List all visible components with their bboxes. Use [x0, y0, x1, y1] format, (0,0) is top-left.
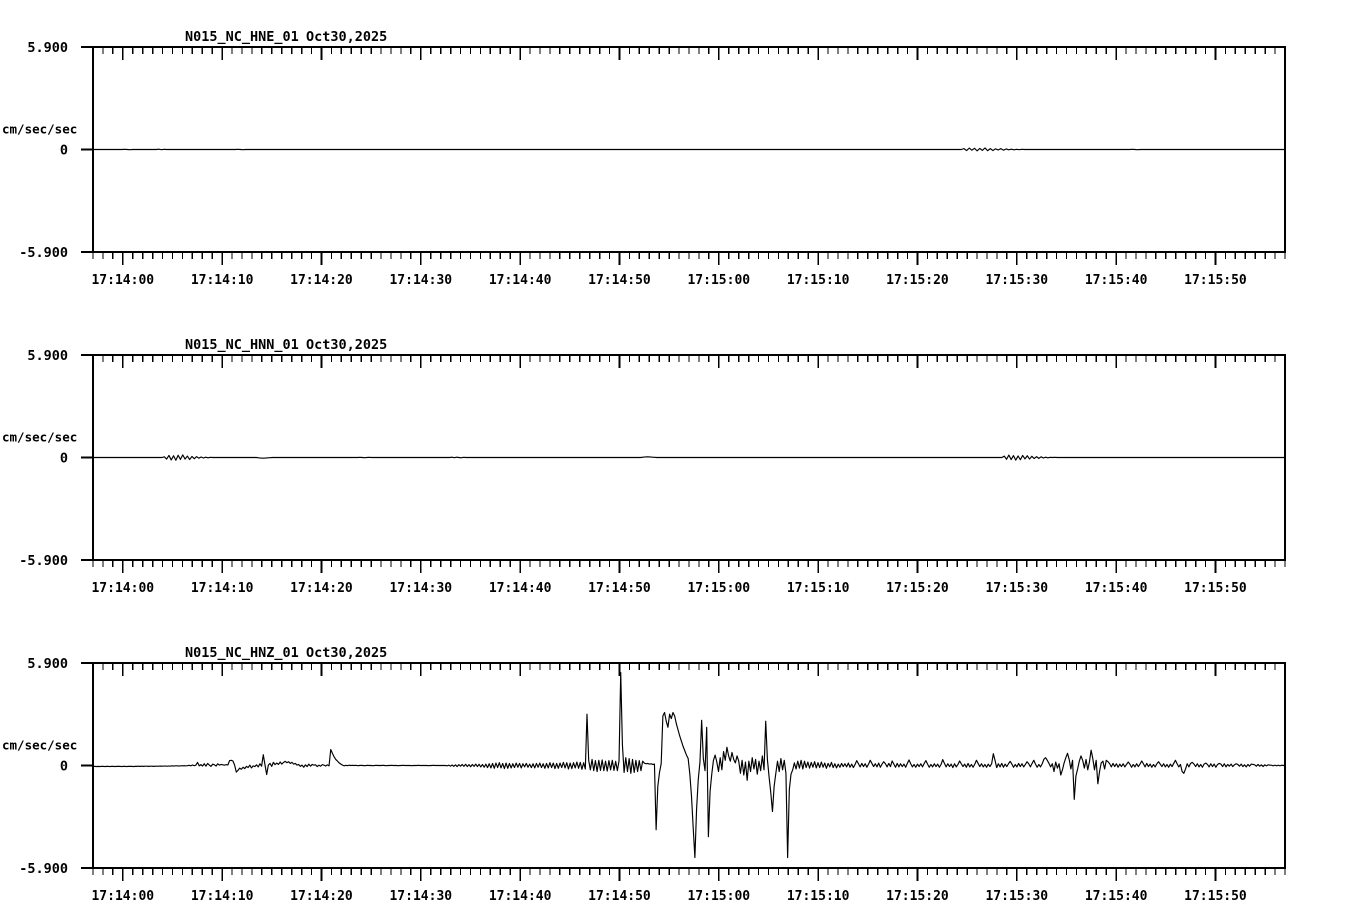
x-axis-ticks [92, 663, 1286, 881]
x-tick-label: 17:14:30 [389, 273, 452, 288]
y-axis-max-label: 5.900 [27, 656, 68, 672]
x-tick-label: 17:14:20 [290, 889, 353, 904]
x-tick-label: 17:15:20 [886, 889, 949, 904]
panel-title-station: N015_NC_HNN_01 [185, 337, 299, 353]
x-tick-label: 17:15:40 [1085, 581, 1148, 596]
y-axis-zero-label: 0 [60, 143, 68, 159]
x-tick-label: 17:14:10 [191, 889, 254, 904]
y-axis-unit-label: cm/sec/sec [2, 430, 77, 445]
x-tick-label: 17:15:20 [886, 273, 949, 288]
y-axis-min-label: -5.900 [19, 861, 68, 877]
x-axis-ticks [92, 355, 1286, 573]
x-tick-label: 17:15:50 [1184, 273, 1247, 288]
x-axis-ticks [92, 47, 1286, 265]
panel-title-station: N015_NC_HNZ_01 [185, 645, 299, 661]
x-tick-label: 17:15:10 [787, 889, 850, 904]
x-tick-label: 17:15:00 [687, 581, 750, 596]
y-axis-max-label: 5.900 [27, 348, 68, 364]
x-tick-label: 17:15:40 [1085, 889, 1148, 904]
x-tick-label: 17:14:50 [588, 889, 651, 904]
panel-title-date: Oct30,2025 [306, 29, 387, 45]
waveform-trace-hnn [92, 454, 1286, 461]
x-tick-label: 17:14:00 [91, 581, 154, 596]
seismogram-panel-hne: N015_NC_HNE_01 Oct30,2025 5.900 0 -5.900 cm/s… [0, 27, 1358, 297]
x-tick-label: 17:15:30 [985, 581, 1048, 596]
x-tick-label: 17:15:20 [886, 581, 949, 596]
y-axis-min-label: -5.900 [19, 553, 68, 569]
y-axis-ticks [81, 662, 93, 869]
x-tick-label: 17:14:00 [91, 273, 154, 288]
x-tick-label: 17:15:10 [787, 581, 850, 596]
x-tick-label: 17:15:50 [1184, 581, 1247, 596]
x-tick-label: 17:14:30 [389, 581, 452, 596]
x-tick-label: 17:14:50 [588, 581, 651, 596]
y-axis-unit-label: cm/sec/sec [2, 738, 77, 753]
x-tick-label: 17:14:20 [290, 273, 353, 288]
y-axis-ticks [81, 46, 93, 253]
x-tick-label: 17:15:50 [1184, 889, 1247, 904]
y-axis-zero-label: 0 [60, 759, 68, 775]
seismogram-panel-hnz: N015_NC_HNZ_01 Oct30,2025 5.900 0 -5.900 cm/s… [0, 643, 1358, 913]
x-tick-label: 17:14:10 [191, 581, 254, 596]
x-axis-tick-labels: 17:14:00 17:14:10 17:14:20 17:14:30 17:14:40… [91, 889, 1246, 904]
y-axis-ticks [81, 354, 93, 561]
panel-title-date: Oct30,2025 [306, 337, 387, 353]
x-tick-label: 17:14:00 [91, 889, 154, 904]
x-tick-label: 17:14:30 [389, 889, 452, 904]
y-axis-max-label: 5.900 [27, 40, 68, 56]
seismogram-panel-hnn: N015_NC_HNN_01 Oct30,2025 5.900 0 -5.900 cm/s… [0, 335, 1358, 605]
waveform-trace-hne [92, 147, 1286, 152]
x-tick-label: 17:14:20 [290, 581, 353, 596]
y-axis-min-label: -5.900 [19, 245, 68, 261]
x-tick-label: 17:15:00 [687, 273, 750, 288]
x-tick-label: 17:14:40 [489, 273, 552, 288]
x-tick-label: 17:14:50 [588, 273, 651, 288]
x-tick-label: 17:15:30 [985, 889, 1048, 904]
panel-title-station: N015_NC_HNE_01 [185, 29, 299, 45]
x-tick-label: 17:15:00 [687, 889, 750, 904]
x-tick-label: 17:14:40 [489, 889, 552, 904]
x-tick-label: 17:15:10 [787, 273, 850, 288]
y-axis-unit-label: cm/sec/sec [2, 122, 77, 137]
x-tick-label: 17:14:40 [489, 581, 552, 596]
y-axis-zero-label: 0 [60, 451, 68, 467]
waveform-trace-hnz [92, 671, 1286, 859]
x-axis-tick-labels: 17:14:00 17:14:10 17:14:20 17:14:30 17:14:40… [91, 273, 1246, 288]
x-axis-tick-labels: 17:14:00 17:14:10 17:14:20 17:14:30 17:14:40… [91, 581, 1246, 596]
x-tick-label: 17:14:10 [191, 273, 254, 288]
x-tick-label: 17:15:30 [985, 273, 1048, 288]
x-tick-label: 17:15:40 [1085, 273, 1148, 288]
panel-title-date: Oct30,2025 [306, 645, 387, 661]
